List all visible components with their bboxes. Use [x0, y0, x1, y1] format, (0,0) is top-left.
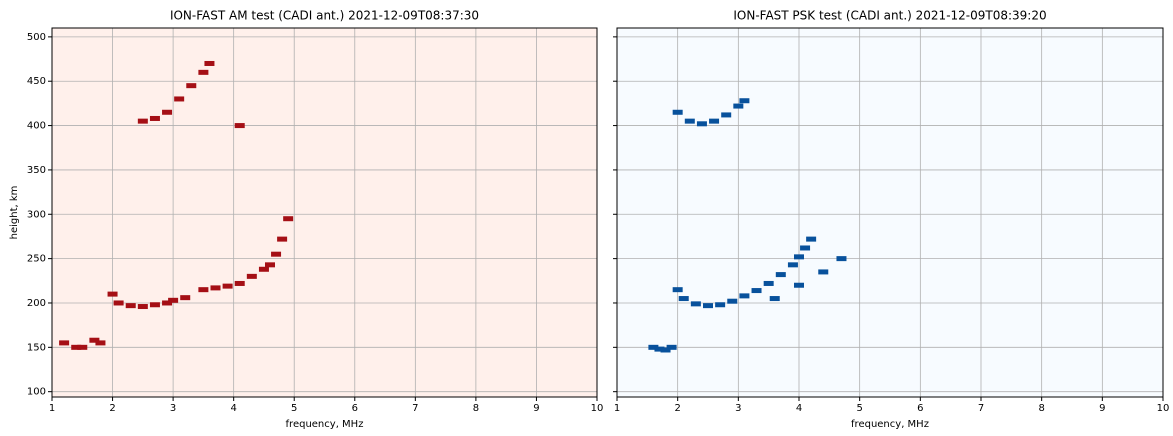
echo-point	[210, 285, 221, 291]
x-tick-label: 1	[614, 403, 620, 414]
echo-point	[721, 112, 732, 118]
echo-point	[186, 83, 197, 89]
x-tick-label: 2	[674, 403, 680, 414]
plot-frame	[616, 27, 1164, 398]
echo-point	[174, 96, 185, 102]
echo-point	[59, 340, 70, 346]
echo-point	[168, 297, 179, 303]
echo-point	[818, 269, 829, 275]
echo-point	[125, 303, 136, 309]
echo-point	[775, 272, 786, 278]
echo-point	[71, 344, 82, 350]
echo-point	[137, 304, 148, 310]
plot-area	[52, 28, 597, 397]
echo-point	[684, 118, 695, 124]
x-axis-label: frequency, MHz	[851, 419, 929, 430]
x-tick-label: 8	[473, 403, 479, 414]
echo-point	[654, 346, 665, 352]
x-tick-label: 5	[291, 403, 297, 414]
echo-point	[246, 273, 257, 279]
x-tick-label: 10	[591, 403, 604, 414]
x-tick-label: 9	[533, 403, 539, 414]
y-tick-label: 250	[27, 254, 46, 265]
y-tick-label: 350	[27, 165, 46, 176]
y-tick-label: 300	[27, 209, 46, 220]
echo-point	[271, 251, 282, 257]
y-tick-label: 150	[27, 342, 46, 353]
echo-point	[672, 287, 683, 293]
echo-point	[234, 280, 245, 286]
echo-point	[89, 337, 100, 343]
echo-point	[162, 300, 173, 306]
echo-point	[696, 121, 707, 127]
echo-point	[690, 301, 701, 307]
x-tick-label: 4	[796, 403, 802, 414]
echo-point	[648, 344, 659, 350]
y-tick-label: 100	[27, 387, 46, 398]
x-tick-label: 8	[1038, 403, 1044, 414]
echo-point	[763, 280, 774, 286]
y-tick-label: 450	[27, 76, 46, 87]
plot-area	[617, 28, 1163, 397]
x-tick-label: 2	[109, 403, 115, 414]
echo-point	[733, 103, 744, 109]
x-tick-label: 7	[978, 403, 984, 414]
echo-point	[703, 303, 713, 309]
chart-title: ION-FAST AM test (CADI ant.) 2021-12-09T…	[170, 9, 479, 23]
echo-point	[739, 98, 750, 104]
echo-point	[234, 123, 245, 129]
x-tick-label: 5	[856, 403, 862, 414]
echo-point	[806, 236, 817, 242]
x-tick-label: 4	[230, 403, 236, 414]
echo-point	[95, 340, 106, 346]
echo-point	[204, 60, 215, 66]
echo-point	[836, 256, 847, 262]
echo-point	[678, 296, 689, 302]
chart-title: ION-FAST PSK test (CADI ant.) 2021-12-09…	[733, 9, 1046, 23]
echo-point	[149, 115, 160, 121]
echo-point	[751, 288, 762, 294]
echo-point	[794, 254, 804, 260]
echo-point	[715, 302, 726, 308]
y-tick-label: 200	[27, 298, 46, 309]
echo-point	[113, 300, 124, 306]
plot-frame	[51, 27, 598, 398]
echo-point	[739, 293, 750, 299]
echo-point	[672, 109, 683, 115]
x-tick-label: 9	[1099, 403, 1105, 414]
echo-point	[149, 302, 160, 308]
echo-point	[660, 347, 671, 353]
x-tick-label: 3	[735, 403, 741, 414]
echo-point	[666, 344, 677, 350]
echo-point	[277, 236, 288, 242]
echo-point	[283, 216, 294, 222]
echo-point	[198, 69, 209, 75]
echo-point	[800, 245, 811, 251]
echo-point	[137, 118, 148, 124]
echo-point	[769, 296, 780, 302]
echo-point	[794, 282, 804, 288]
echo-point	[198, 287, 209, 293]
echo-point	[222, 283, 233, 289]
x-tick-label: 1	[49, 403, 55, 414]
x-tick-label: 7	[412, 403, 418, 414]
y-axis-label: height, km	[9, 186, 20, 240]
echo-point	[787, 262, 798, 268]
x-tick-label: 6	[917, 403, 923, 414]
x-tick-label: 6	[352, 403, 358, 414]
echo-point	[180, 295, 191, 301]
echo-point	[162, 109, 173, 115]
echo-point	[265, 262, 275, 268]
echo-point	[727, 298, 738, 304]
echo-point	[709, 118, 720, 124]
y-tick-label: 500	[27, 32, 46, 43]
echo-point	[77, 344, 88, 350]
x-axis-label: frequency, MHz	[286, 419, 364, 430]
x-tick-label: 10	[1157, 403, 1170, 414]
x-tick-label: 3	[170, 403, 176, 414]
y-tick-label: 400	[27, 121, 46, 132]
echo-point	[258, 266, 269, 272]
echo-point	[107, 291, 118, 297]
